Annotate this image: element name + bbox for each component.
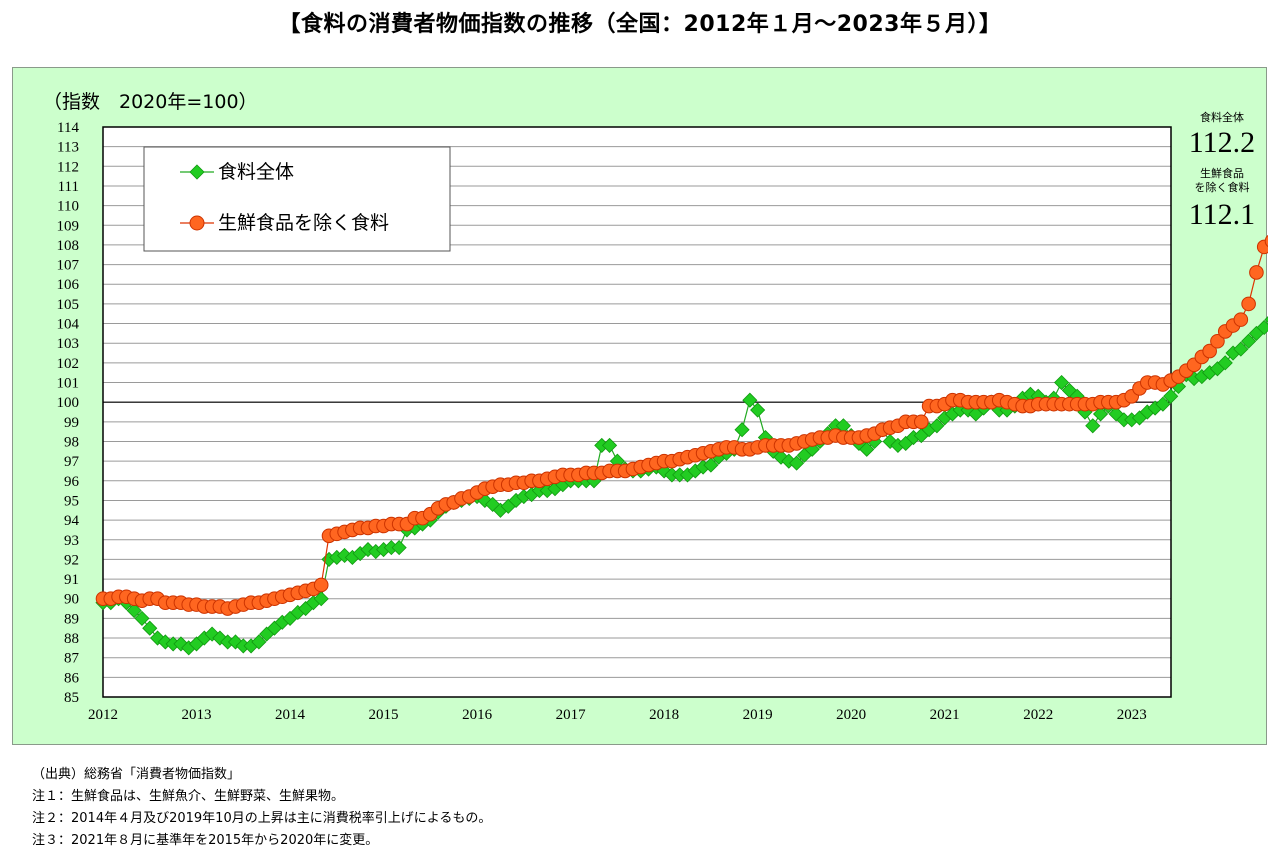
source-notes: （出典）総務省「消費者物価指数」 注１：生鮮食品は、生鮮魚介、生鮮野菜、生鮮果物… [32,764,491,852]
data-point [126,602,142,619]
y-tick-label: 92 [64,552,79,568]
y-tick-label: 102 [57,356,80,372]
data-point [602,437,618,453]
data-point [1264,234,1268,248]
end-label-value: 112.1 [1189,198,1255,231]
data-point [1210,333,1225,349]
end-label-name: 食料全体 [1200,110,1244,124]
data-point [1241,333,1257,349]
y-tick-label: 100 [57,395,80,411]
data-point [1264,316,1268,324]
y-tick-label: 101 [57,376,80,392]
data-point [750,402,766,418]
note-line-1: 注１：生鮮食品は、生鮮魚介、生鮮野菜、生鮮果物。 [32,789,345,804]
y-tick-label: 107 [57,258,80,274]
y-tick-label: 97 [64,454,80,470]
x-tick-label: 2021 [930,707,960,723]
legend-box [143,146,451,252]
y-tick-label: 95 [64,493,79,509]
note-line-2: 注２：2014年４月及び2019年10月の上昇は主に消費税率引上げによるもの。 [32,811,492,826]
y-tick-label: 112 [57,159,79,175]
y-tick-label: 90 [64,592,79,608]
line-chart: 85 86 87 88 89 90 91 92 93 94 95 96 97 98 99 100 101 102 1… [43,91,1268,723]
chart-panel: 85 86 87 88 89 90 91 92 93 94 95 96 97 98 99 100 101 102 1… [12,67,1268,745]
y-tick-label: 85 [64,690,79,706]
y-tick-label: 93 [64,533,79,549]
y-tick-label: 108 [57,238,80,254]
legend-label: 生鮮食品を除く食料 [218,212,389,234]
data-point [251,634,267,650]
y-tick-label: 111 [58,179,79,195]
y-tick-label: 91 [64,572,79,588]
data-point [142,620,158,636]
y-tick-label: 105 [57,297,80,313]
y-tick-label: 114 [57,120,79,136]
source-line: （出典）総務省「消費者物価指数」 [32,767,241,782]
data-point [789,455,805,471]
data-point [929,418,945,434]
note-line-3: 注３：2021年８月に基準年を2015年から2020年に変更。 [32,833,379,848]
data-point [1092,406,1109,422]
data-point [1054,374,1070,391]
y-tick-label: 86 [64,670,80,686]
x-tick-label: 2015 [369,707,399,723]
x-tick-label: 2012 [88,707,118,723]
data-point [742,392,758,408]
data-point [1085,418,1101,434]
y-tick-label: 98 [64,434,79,450]
y-tick-label: 104 [57,317,80,333]
x-tick-label: 2023 [1117,707,1147,723]
y-tick-label: 109 [57,218,80,234]
x-tick-label: 2016 [462,707,493,723]
x-tick-label: 2022 [1023,707,1053,723]
x-tick-label: 2014 [275,707,306,723]
y-tick-label: 94 [64,513,80,529]
data-point [313,591,329,607]
y-tick-label: 103 [57,336,80,352]
y-axis-label: （指数 2020年=100） [43,91,258,113]
plot-border [102,126,1172,698]
y-tick-label: 99 [64,415,79,431]
end-label-value: 112.2 [1189,126,1255,159]
x-tick-label: 2019 [743,707,773,723]
data-point [1233,312,1249,327]
data-point [313,577,329,593]
end-label-name: 生鮮食品 [1200,166,1244,180]
data-point [134,610,150,626]
y-tick-label: 106 [57,277,80,293]
data-point [1202,343,1217,359]
data-point [859,441,875,457]
x-tick-label: 2013 [182,707,212,723]
data-point [703,457,719,473]
legend-marker-diamond [189,164,205,180]
data-point [1217,355,1233,371]
data-point [391,540,407,556]
data-point [734,422,750,438]
y-tick-label: 113 [57,140,79,156]
data-point [1249,265,1264,280]
end-label-name: を除く食料 [1195,180,1250,194]
y-tick-label: 110 [57,199,79,215]
x-tick-label: 2020 [836,707,866,723]
x-tick-label: 2018 [649,707,679,723]
legend-marker-circle [189,215,205,231]
legend-label: 食料全体 [218,161,294,183]
data-point [914,414,929,430]
y-tick-label: 96 [64,474,80,490]
data-point [1163,388,1179,404]
data-point [1241,296,1256,312]
x-tick-label: 2017 [556,707,587,723]
y-tick-label: 89 [64,611,79,627]
data-point [1256,319,1268,336]
data-point [1233,341,1249,357]
y-tick-label: 88 [64,631,79,647]
y-tick-label: 87 [64,651,80,667]
data-point [1155,396,1171,412]
page-title: 【食料の消費者物価指数の推移（全国：2012年１月～2023年５月）】 [278,12,1002,37]
